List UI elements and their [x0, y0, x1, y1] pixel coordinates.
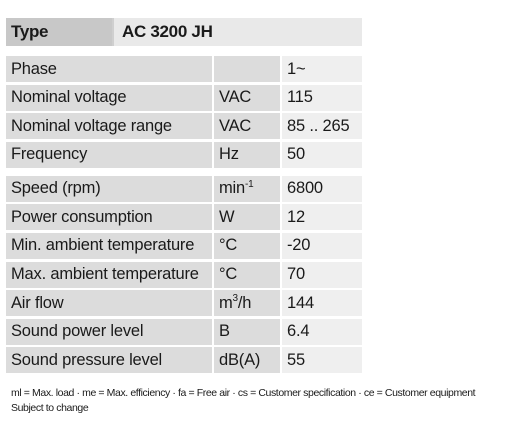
- unit-cell: W: [214, 204, 280, 231]
- abbreviation-legend: ml = Max. load · me = Max. efficiency · …: [11, 387, 476, 399]
- unit-base: °C: [219, 265, 238, 284]
- unit-cell: dB(A): [214, 347, 280, 374]
- unit-base: B: [219, 322, 230, 341]
- spec-row-frequency: Frequency Hz 50: [6, 141, 362, 168]
- value-cell: 144: [282, 290, 362, 317]
- value-cell: 12: [282, 204, 362, 231]
- unit-base: min: [219, 179, 245, 198]
- param-label: Nominal voltage: [6, 84, 212, 111]
- type-header: Type AC 3200 JH: [6, 18, 362, 46]
- unit-base: m: [219, 293, 233, 312]
- spec-row-speed: Speed (rpm) min -1 6800: [6, 175, 362, 202]
- param-label: Max. ambient temperature: [6, 261, 212, 288]
- param-label: Speed (rpm): [6, 175, 212, 202]
- unit-cell: B: [214, 318, 280, 345]
- unit-cell: °C: [214, 261, 280, 288]
- type-value: AC 3200 JH: [114, 18, 362, 46]
- type-label: Type: [6, 18, 112, 46]
- spec-row-phase: Phase 1~: [6, 56, 362, 82]
- spec-row-power-consumption: Power consumption W 12: [6, 204, 362, 231]
- performance-specs: Speed (rpm) min -1 6800 Power consumption…: [6, 175, 362, 374]
- spec-row-max-ambient-temperature: Max. ambient temperature °C 70: [6, 261, 362, 288]
- value-cell: 55: [282, 347, 362, 374]
- unit-cell: VAC: [214, 84, 280, 111]
- param-label: Sound power level: [6, 318, 212, 345]
- param-label: Phase: [6, 56, 212, 82]
- value-cell: 85 .. 265: [282, 113, 362, 140]
- unit-cell: °C: [214, 232, 280, 259]
- electrical-specs: Phase 1~ Nominal voltage VAC 115 Nominal…: [6, 56, 362, 168]
- value-cell: -20: [282, 232, 362, 259]
- unit-base: W: [219, 207, 235, 226]
- param-label: Nominal voltage range: [6, 113, 212, 140]
- unit-cell: min -1: [214, 175, 280, 202]
- footer-notes: ml = Max. load · me = Max. efficiency · …: [11, 386, 476, 416]
- param-label: Min. ambient temperature: [6, 232, 212, 259]
- spec-sheet: Type AC 3200 JH Phase 1~ Nominal voltage…: [6, 0, 362, 376]
- unit-cell: Hz: [214, 141, 280, 168]
- spec-row-min-ambient-temperature: Min. ambient temperature °C -20: [6, 232, 362, 259]
- value-cell: 6800: [282, 175, 362, 202]
- subject-to-change-note: Subject to change: [11, 402, 89, 414]
- unit-cell: VAC: [214, 113, 280, 140]
- value-cell: 115: [282, 84, 362, 111]
- value-cell: 1~: [282, 56, 362, 82]
- unit-cell: m 3/h: [214, 290, 280, 317]
- spec-row-nominal-voltage: Nominal voltage VAC 115: [6, 84, 362, 111]
- value-cell: 50: [282, 141, 362, 168]
- unit-cell: [214, 56, 280, 82]
- param-label: Air flow: [6, 290, 212, 317]
- unit-tail: /h: [237, 293, 252, 312]
- unit-base: °C: [219, 236, 238, 255]
- spec-row-nominal-voltage-range: Nominal voltage range VAC 85 .. 265: [6, 113, 362, 140]
- unit-base: dB(A): [219, 350, 261, 369]
- value-cell: 70: [282, 261, 362, 288]
- param-label: Frequency: [6, 141, 212, 168]
- value-cell: 6.4: [282, 318, 362, 345]
- spec-row-sound-power-level: Sound power level B 6.4: [6, 318, 362, 345]
- spec-row-air-flow: Air flow m 3/h 144: [6, 290, 362, 317]
- param-label: Power consumption: [6, 204, 212, 231]
- spec-row-sound-pressure-level: Sound pressure level dB(A) 55: [6, 347, 362, 374]
- param-label: Sound pressure level: [6, 347, 212, 374]
